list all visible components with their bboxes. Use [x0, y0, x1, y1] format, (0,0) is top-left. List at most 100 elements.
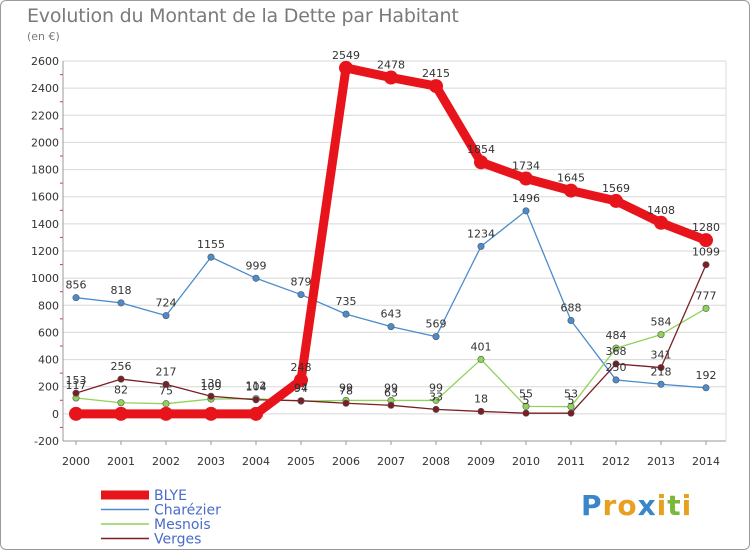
data-label: 109	[201, 380, 222, 393]
data-label: 2415	[422, 67, 450, 80]
x-tick-label: 2004	[242, 455, 270, 468]
axes: -200 0 200 400 600 800 1000 1200 1400 1600 1800 200…	[31, 55, 727, 468]
x-tick-label: 2009	[467, 455, 495, 468]
data-label: 104	[246, 381, 267, 394]
data-point	[564, 183, 578, 198]
y-tick-label: 1400	[31, 218, 59, 231]
x-tick-label: 2014	[692, 455, 720, 468]
series-group	[69, 60, 713, 421]
data-label: 1854	[467, 143, 495, 156]
data-point	[567, 409, 575, 417]
data-point	[162, 312, 170, 320]
data-labels: 248 2549 2478 2415 1854 1734 1645 1569 1408 1280 8…	[66, 49, 721, 407]
data-label: 2478	[377, 59, 405, 72]
data-point	[522, 402, 530, 410]
x-tick-label: 2011	[557, 455, 585, 468]
chart-title: Evolution du Montant de la Dette par Hab…	[27, 5, 459, 27]
data-point	[612, 376, 620, 384]
data-label: 82	[114, 384, 128, 397]
logo-letter: o	[617, 489, 638, 522]
data-point	[252, 396, 260, 404]
data-label: 130	[201, 377, 222, 390]
data-label: 1408	[647, 204, 675, 217]
data-point	[252, 274, 260, 282]
data-point	[69, 406, 83, 421]
logo-letter: x	[637, 489, 657, 522]
y-tick-label: 1200	[31, 245, 59, 258]
x-tick-label: 2010	[512, 455, 540, 468]
logo-letter: P	[581, 489, 603, 522]
logo-letter: r	[602, 489, 618, 522]
data-point	[117, 299, 125, 307]
data-label: 248	[291, 361, 312, 374]
data-point	[612, 360, 620, 368]
data-point	[342, 310, 350, 318]
data-label: 250	[606, 361, 627, 374]
x-tick-label: 2013	[647, 455, 675, 468]
data-label: 856	[66, 279, 87, 292]
data-label: 18	[474, 392, 488, 405]
data-point	[567, 316, 575, 324]
data-label: 78	[339, 384, 353, 397]
data-label: 218	[651, 365, 672, 378]
data-point	[702, 261, 710, 269]
data-label: 1645	[557, 172, 585, 185]
y-tick-label: 800	[38, 299, 59, 312]
data-point	[657, 364, 665, 372]
y-tick-label: 600	[38, 326, 59, 339]
proxiti-logo: Proxiti	[581, 489, 692, 522]
data-point	[612, 344, 620, 352]
x-tick-label: 2002	[152, 455, 180, 468]
data-point	[477, 355, 485, 363]
data-point	[654, 215, 668, 230]
data-point	[522, 207, 530, 215]
y-tick-label: 2400	[31, 82, 59, 95]
y-tick-label: 2600	[31, 55, 59, 68]
data-label: 97	[294, 382, 308, 395]
data-point	[294, 373, 308, 388]
y-tick-label: -200	[34, 435, 59, 448]
x-tick-label: 2005	[287, 455, 315, 468]
data-label: 1280	[692, 221, 720, 234]
y-tick-label: 1800	[31, 164, 59, 177]
data-label: 153	[66, 374, 87, 387]
data-label: 112	[246, 380, 267, 393]
data-point	[432, 333, 440, 341]
data-label: 256	[111, 360, 132, 373]
x-tick-label: 2000	[62, 455, 90, 468]
data-label: 569	[426, 318, 447, 331]
data-label: 55	[519, 387, 533, 400]
data-label: 1569	[602, 182, 630, 195]
data-point	[204, 406, 218, 421]
data-label: 2549	[332, 49, 360, 62]
data-label: 5	[523, 394, 530, 407]
data-point	[477, 242, 485, 250]
x-tick-label: 2012	[602, 455, 630, 468]
y-tick-label: 2000	[31, 136, 59, 149]
data-label: 63	[384, 386, 398, 399]
legend-label: Verges	[154, 532, 201, 548]
data-point	[519, 171, 533, 186]
data-label: 99	[339, 381, 353, 394]
data-label: 1734	[512, 160, 540, 173]
data-label: 735	[336, 295, 357, 308]
y-tick-label: 1000	[31, 272, 59, 285]
data-point	[249, 406, 263, 421]
data-point	[297, 291, 305, 299]
x-tick-label: 2007	[377, 455, 405, 468]
y-tick-label: 2200	[31, 109, 59, 122]
data-point	[432, 396, 440, 404]
data-label: 75	[159, 385, 173, 398]
data-point	[117, 399, 125, 407]
data-label: 1155	[197, 238, 225, 251]
data-label: 33	[429, 390, 443, 403]
data-label: 94	[294, 382, 308, 395]
data-label: 5	[568, 394, 575, 407]
data-label: 341	[651, 349, 672, 362]
data-label: 584	[651, 316, 672, 329]
data-label: 99	[429, 381, 443, 394]
data-point	[117, 375, 125, 383]
data-point	[657, 331, 665, 339]
data-point	[297, 397, 305, 405]
